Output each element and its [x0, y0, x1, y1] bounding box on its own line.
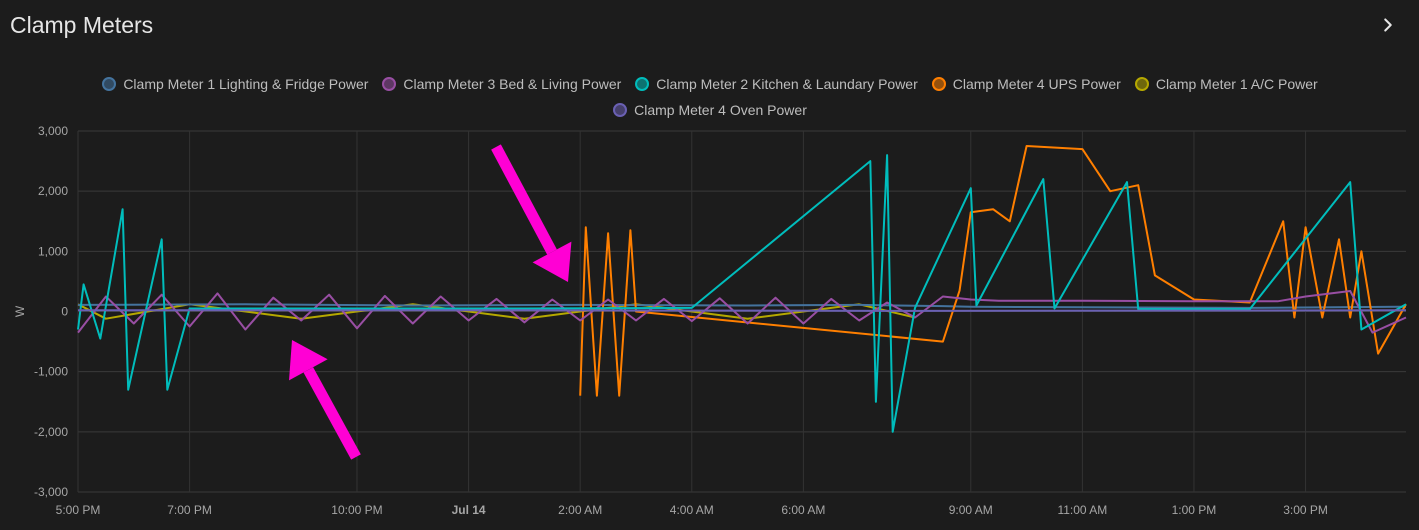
x-tick-label: 7:00 PM	[167, 503, 212, 517]
x-tick-label: 1:00 PM	[1172, 503, 1217, 517]
x-tick-label: 6:00 AM	[781, 503, 825, 517]
y-tick-label: -2,000	[34, 425, 68, 439]
y-tick-label: 3,000	[38, 124, 68, 138]
legend-label: Clamp Meter 3 Bed & Living Power	[403, 76, 622, 92]
annotation-arrow	[491, 144, 557, 255]
x-tick-label: 5:00 PM	[56, 503, 101, 517]
legend-swatch	[102, 77, 117, 91]
chart-legend: Clamp Meter 1 Lighting & Fridge Power Cla…	[90, 72, 1330, 124]
annotation-arrow	[303, 367, 361, 460]
x-tick-label: 2:00 AM	[558, 503, 602, 517]
legend-item[interactable]: Clamp Meter 4 Oven Power	[613, 98, 807, 122]
legend-item[interactable]: Clamp Meter 3 Bed & Living Power	[382, 72, 621, 96]
x-tick-label: 3:00 PM	[1283, 503, 1328, 517]
card-title: Clamp Meters	[10, 12, 154, 38]
legend-label: Clamp Meter 1 A/C Power	[1155, 76, 1318, 92]
legend-item[interactable]: Clamp Meter 2 Kitchen & Laundary Power	[635, 72, 918, 96]
y-axis-label: W	[13, 305, 27, 317]
y-tick-label: 2,000	[38, 184, 68, 198]
y-tick-label: 1,000	[38, 244, 68, 258]
legend-item[interactable]: Clamp Meter 4 UPS Power	[931, 72, 1121, 96]
series-line	[579, 145, 1407, 397]
card-header: Clamp Meters	[0, 0, 1419, 54]
legend-item[interactable]: Clamp Meter 1 A/C Power	[1134, 72, 1318, 96]
x-tick-label: 9:00 AM	[949, 503, 993, 517]
x-tick-label: 4:00 AM	[670, 503, 714, 517]
series-line	[77, 303, 1407, 309]
annotation-arrow-head	[289, 340, 328, 381]
y-tick-label: 0	[61, 305, 68, 319]
annotation-arrow-head	[532, 241, 572, 282]
legend-item[interactable]: Clamp Meter 1 Lighting & Fridge Power	[102, 72, 368, 96]
chevron-right-icon[interactable]	[1377, 14, 1399, 36]
series-line	[78, 309, 1407, 312]
legend-swatch	[382, 77, 397, 91]
x-tick-label: 11:00 AM	[1057, 503, 1107, 517]
legend-swatch	[613, 103, 628, 117]
legend-label: Clamp Meter 1 Lighting & Fridge Power	[123, 76, 369, 92]
legend-label: Clamp Meter 2 Kitchen & Laundary Power	[656, 76, 918, 92]
y-tick-label: -3,000	[34, 485, 68, 499]
legend-label: Clamp Meter 4 UPS Power	[952, 76, 1121, 92]
legend-label: Clamp Meter 4 Oven Power	[634, 102, 807, 118]
legend-swatch	[635, 77, 650, 91]
x-tick-label: Jul 14	[452, 503, 486, 517]
y-tick-label: -1,000	[34, 365, 68, 379]
series-line	[77, 154, 1407, 433]
x-tick-label: 10:00 PM	[331, 503, 382, 517]
legend-swatch	[1134, 77, 1149, 91]
legend-swatch	[931, 77, 946, 91]
